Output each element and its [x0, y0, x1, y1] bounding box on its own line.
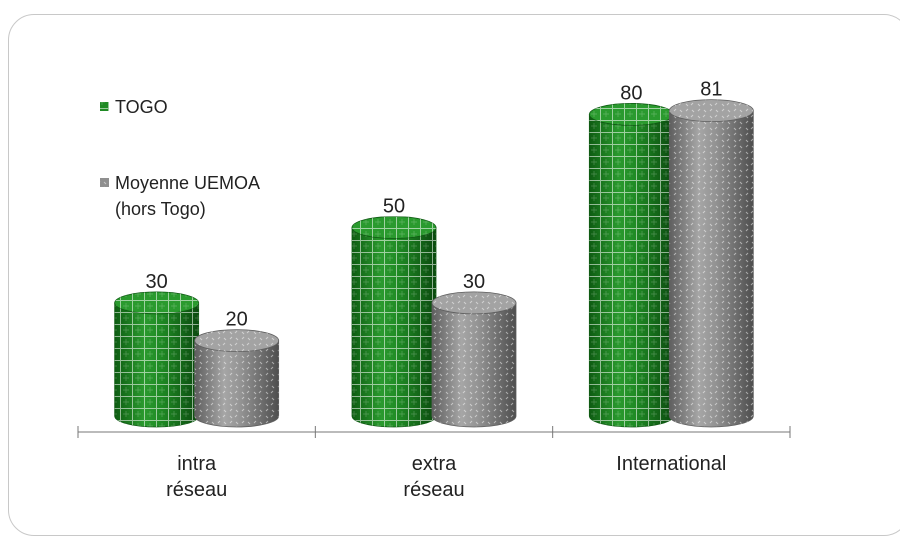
bar-chart: 30 20 50 30 80 81 intra réseau extra réseau Inter… [77, 79, 791, 501]
x-tick-label-0: intra réseau [166, 453, 227, 501]
legend-item-uemoa: Moyenne UEMOA (hors Togo) [100, 173, 260, 219]
legend-label-uemoa: Moyenne UEMOA (hors Togo) [115, 173, 260, 219]
bar-uemoa-0 [194, 329, 280, 428]
data-label-togo-2: 80 [620, 82, 642, 104]
data-label-togo-0: 30 [146, 271, 168, 293]
data-label-togo-1: 50 [383, 196, 405, 218]
x-tick-label-2: International [616, 453, 726, 475]
bar-uemoa-1 [431, 291, 517, 428]
legend-label-togo: TOGO [115, 97, 168, 117]
bar-uemoa-2 [668, 99, 754, 428]
legend-item-togo: TOGO [100, 97, 168, 117]
bar-togo-2 [588, 103, 674, 428]
bar-togo-0 [114, 291, 200, 428]
bar-togo-1 [351, 216, 437, 428]
data-label-uemoa-2: 81 [700, 79, 722, 101]
data-label-uemoa-1: 30 [463, 271, 485, 293]
x-tick-label-1: extra réseau [403, 453, 464, 501]
data-label-uemoa-0: 20 [226, 309, 248, 331]
